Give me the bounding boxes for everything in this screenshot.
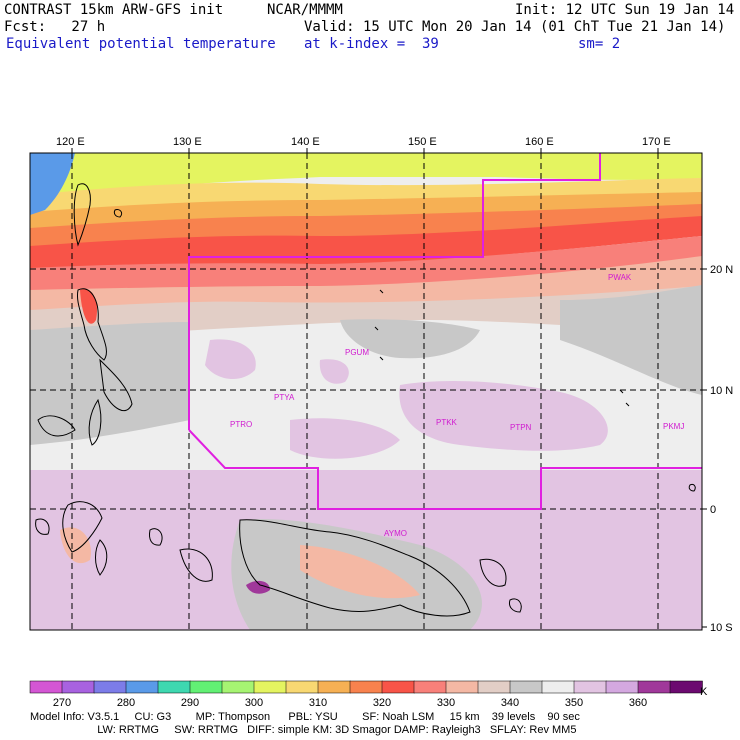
- lon-label: 140 E: [291, 136, 320, 148]
- colorbar-swatch: [573, 680, 607, 694]
- colorbar-swatch: [317, 680, 351, 694]
- model-info-line-1: Model Info: V3.5.1 CU: G3 MP: Thompson P…: [30, 711, 580, 723]
- station-aymo: AYMO: [384, 529, 407, 538]
- colorbar-label: 320: [373, 697, 391, 709]
- colorbar-swatch: [157, 680, 191, 694]
- colorbar-swatch: [349, 680, 383, 694]
- station-labels: PGUM PTYA PTRO PTKK PTPN PKMJ PWAK AYMO: [230, 273, 684, 538]
- init-time: Init: 12 UTC Sun 19 Jan 14: [515, 2, 735, 18]
- station-ptkk: PTKK: [436, 418, 458, 427]
- lat-label: 10 N: [710, 385, 733, 397]
- colorbar-swatch: [93, 680, 127, 694]
- lon-label: 150 E: [408, 136, 437, 148]
- colorbar-swatch: [477, 680, 511, 694]
- latitude-labels: 20 N 10 N 0 10 S: [710, 264, 733, 634]
- field-name: Equivalent potential temperature: [6, 36, 276, 52]
- lat-label: 20 N: [710, 264, 733, 276]
- station-ptya: PTYA: [274, 393, 295, 402]
- colorbar-swatch: [509, 680, 543, 694]
- colorbar: 270 280 290 300 310 320 330 340 350 360 K: [29, 680, 708, 709]
- lat-label: 0: [710, 504, 716, 516]
- lon-label: 170 E: [642, 136, 671, 148]
- colorbar-label: 340: [501, 697, 519, 709]
- colorbar-swatch: [61, 680, 95, 694]
- colorbar-swatch: [381, 680, 415, 694]
- lon-label: 120 E: [56, 136, 85, 148]
- colorbar-swatch: [445, 680, 479, 694]
- colorbar-label: 360: [629, 697, 647, 709]
- k-index: at k-index = 39: [304, 36, 439, 52]
- colorbar-label: 270: [53, 697, 71, 709]
- colorbar-unit: K: [700, 686, 708, 698]
- lon-label: 130 E: [173, 136, 202, 148]
- colorbar-swatch: [189, 680, 223, 694]
- colorbar-swatch: [413, 680, 447, 694]
- colorbar-swatch: [285, 680, 319, 694]
- colorbar-swatch: [637, 680, 671, 694]
- forecast-hour: Fcst: 27 h: [4, 19, 106, 35]
- model-info-line-2: LW: RRTMG SW: RRTMG DIFF: simple KM: 3D …: [30, 724, 577, 736]
- lat-label: 10 S: [710, 622, 733, 634]
- colorbar-swatch: [29, 680, 63, 694]
- colorbar-label: 310: [309, 697, 327, 709]
- coastlines: [35, 183, 696, 617]
- colorbar-swatch: [605, 680, 639, 694]
- colorbar-swatch: [253, 680, 287, 694]
- map-field: [30, 153, 702, 630]
- colorbar-swatch: [541, 680, 575, 694]
- station-pgum: PGUM: [345, 348, 369, 357]
- axis-ticks: [71, 148, 707, 628]
- colorbar-swatch: [125, 680, 159, 694]
- colorbar-label: 300: [245, 697, 263, 709]
- map-frame: [29, 152, 703, 631]
- valid-time: Valid: 15 UTC Mon 20 Jan 14 (01 ChT Tue …: [304, 19, 726, 35]
- colorbar-label: 350: [565, 697, 583, 709]
- station-pkmj: PKMJ: [663, 422, 684, 431]
- model-title: CONTRAST 15km ARW-GFS init: [4, 2, 224, 18]
- organization: NCAR/MMMM: [267, 2, 343, 18]
- fir-boundary: [188, 153, 702, 510]
- station-ptro: PTRO: [230, 420, 252, 429]
- longitude-labels: 120 E 130 E 140 E 150 E 160 E 170 E: [56, 136, 671, 148]
- colorbar-label: 330: [437, 697, 455, 709]
- station-pwak: PWAK: [608, 273, 632, 282]
- colorbar-label: 290: [181, 697, 199, 709]
- colorbar-label: 280: [117, 697, 135, 709]
- lon-label: 160 E: [525, 136, 554, 148]
- smoothing: sm= 2: [578, 36, 621, 52]
- station-ptpn: PTPN: [510, 423, 532, 432]
- colorbar-swatch: [221, 680, 255, 694]
- colorbar-swatch: [669, 680, 703, 694]
